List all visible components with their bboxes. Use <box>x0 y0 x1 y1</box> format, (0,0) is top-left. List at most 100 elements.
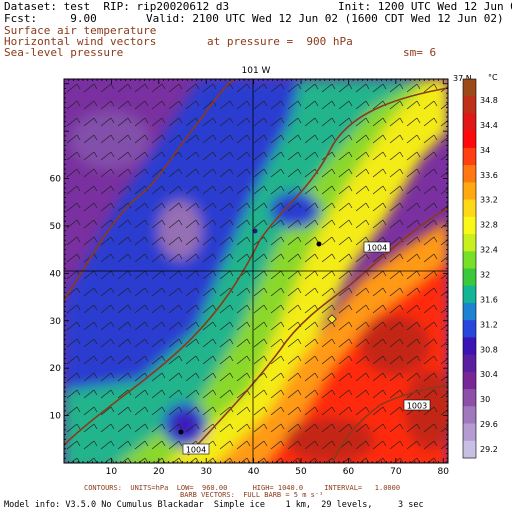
svg-text:1003: 1003 <box>407 402 427 411</box>
wind-barb <box>185 355 200 365</box>
svg-text:1004: 1004 <box>367 244 387 253</box>
wind-barb <box>66 423 81 433</box>
wind-barb <box>304 270 319 280</box>
wind-barb <box>100 202 115 212</box>
wind-barb <box>338 372 353 382</box>
wind-barb <box>66 117 81 127</box>
wind-barb <box>66 134 81 144</box>
wind-barb <box>185 151 200 161</box>
wind-barb <box>134 406 149 416</box>
wind-barb <box>253 253 268 263</box>
wind-barb <box>168 83 183 93</box>
wind-barb <box>100 321 115 331</box>
wind-barb <box>100 406 115 416</box>
wind-barb <box>70 457 81 463</box>
wind-barb <box>423 372 438 382</box>
wind-barb <box>440 323 448 331</box>
wind-barb <box>168 389 183 399</box>
wind-barb <box>304 372 319 382</box>
wind-barb <box>134 338 149 348</box>
wind-barb <box>100 304 115 314</box>
wind-barb <box>287 270 302 280</box>
wind-barb <box>423 168 438 178</box>
wind-barb <box>406 151 421 161</box>
wind-barb <box>253 134 268 144</box>
wind-barb <box>168 355 183 365</box>
wind-barb <box>100 389 115 399</box>
wind-barb <box>321 219 336 229</box>
wind-barb <box>440 391 448 399</box>
wind-barb <box>253 304 268 314</box>
wind-barb <box>185 321 200 331</box>
wind-barb <box>270 117 285 127</box>
colorbar-label: 34 <box>480 146 490 155</box>
wind-barb <box>100 270 115 280</box>
wind-barb <box>372 270 387 280</box>
wind-barb <box>185 253 200 263</box>
wind-barb <box>202 83 217 93</box>
wind-barb <box>83 304 98 314</box>
wind-barb <box>321 168 336 178</box>
wind-barb <box>134 389 149 399</box>
wind-barb <box>100 287 115 297</box>
wind-barb <box>151 202 166 212</box>
diamond-marker <box>327 314 337 324</box>
wind-barb <box>423 389 438 399</box>
wind-barb <box>440 442 448 450</box>
wind-barb <box>338 304 353 314</box>
wind-barb <box>134 287 149 297</box>
y-tick-label: 10 <box>50 412 62 422</box>
wind-barb <box>83 355 98 365</box>
wind-barb <box>321 202 336 212</box>
wind-barb <box>236 117 251 127</box>
wind-barb <box>355 134 370 144</box>
init-time-label: Init: 1200 UTC Wed 12 Jun 02 <box>338 0 512 13</box>
wind-barb <box>304 423 319 433</box>
wind-barb <box>304 134 319 144</box>
wind-barb <box>151 151 166 161</box>
colorbar-label: 29.2 <box>480 445 498 454</box>
y-tick-label: 40 <box>50 269 62 279</box>
wind-barb <box>100 100 115 110</box>
wind-barb <box>117 117 132 127</box>
wind-barb <box>372 202 387 212</box>
wind-barb <box>100 355 115 365</box>
wind-barb <box>406 372 421 382</box>
wind-barb <box>440 136 448 144</box>
wind-barb <box>168 202 183 212</box>
wind-barb <box>304 406 319 416</box>
wind-barb <box>423 185 438 195</box>
wind-barb <box>423 253 438 263</box>
wind-barb <box>202 185 217 195</box>
wind-barb <box>253 321 268 331</box>
wind-barb <box>219 440 234 450</box>
wind-barb <box>287 219 302 229</box>
wind-barb <box>219 236 234 246</box>
wind-barb <box>287 151 302 161</box>
wind-barb <box>66 168 81 178</box>
wind-barb <box>270 304 285 314</box>
wind-barb <box>440 425 448 433</box>
wind-barb <box>270 134 285 144</box>
wind-barb <box>66 440 81 450</box>
colorbar-swatch <box>463 130 476 149</box>
wind-barb <box>117 219 132 229</box>
wind-barb <box>257 457 268 463</box>
wind-barb <box>168 372 183 382</box>
wind-barb <box>338 406 353 416</box>
wind-barb <box>202 253 217 263</box>
wind-barb <box>253 202 268 212</box>
wind-barb <box>185 83 200 93</box>
wind-barb <box>66 355 81 365</box>
wind-barb <box>219 270 234 280</box>
wind-barb <box>117 440 132 450</box>
wind-barb <box>185 389 200 399</box>
wind-barb <box>236 236 251 246</box>
wind-barb <box>270 151 285 161</box>
wind-barb <box>236 219 251 229</box>
wind-barb <box>287 389 302 399</box>
wind-barb <box>253 117 268 127</box>
wind-barb <box>338 83 353 93</box>
colorbar <box>462 78 477 459</box>
wind-barb <box>219 168 234 178</box>
